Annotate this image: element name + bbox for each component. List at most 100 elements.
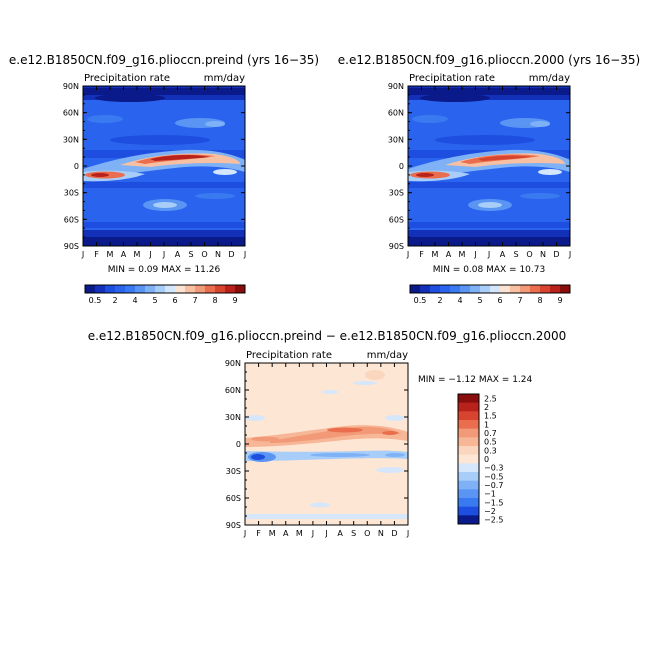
colorbar-label: 1 [484,420,489,429]
colorbar-label: −2.5 [484,516,503,525]
x-tick-label: M [432,250,439,259]
colorbar-label: 7 [517,296,522,305]
colorbar-swatch [458,506,479,516]
x-tick-label: J [162,250,165,259]
panel2-variable-label: Precipitation rate [409,73,495,84]
panel2-colorbar: 0.5 2 4 5 6 7 8 9 [409,284,571,305]
colorbar-swatch [115,285,126,293]
colorbar-label: −0.3 [484,464,503,473]
colorbar-swatch [510,285,521,293]
colorbar-swatch [440,285,451,293]
x-tick-label: J [148,250,151,259]
colorbar-swatch [420,285,431,293]
colorbar-label: −2 [484,507,496,516]
y-tick-label: 90N [388,82,404,91]
colorbar-swatch [165,285,176,293]
colorbar-label: 9 [557,296,562,305]
colorbar-label: 4 [457,296,462,305]
colorbar-label: 1.5 [484,412,497,421]
y-tick-label: 0 [399,162,404,171]
x-tick-label: S [513,250,518,259]
colorbar-label: 8 [212,296,217,305]
colorbar-frame [409,284,571,294]
colorbar-label: 0.3 [484,446,497,455]
x-tick-label: A [175,250,181,259]
y-tick-label: 60S [64,215,79,224]
colorbar-swatch [480,285,491,293]
colorbar-label: 6 [172,296,177,305]
x-tick-label: O [526,250,532,259]
y-tick-label: 30N [388,135,404,144]
colorbar-swatch [560,285,571,293]
x-tick-label: O [201,250,207,259]
panel2-heatmap [408,86,570,246]
colorbar-swatch [458,454,479,464]
colorbar-label: 2 [437,296,442,305]
x-tick-label: A [283,529,289,538]
y-tick-label: 0 [236,440,241,449]
y-tick-label: 30S [64,189,79,198]
x-tick-label: A [446,250,452,259]
x-tick-label: J [243,529,246,538]
colorbar-swatch [458,489,479,499]
panel3-min-max: MIN = −1.12 MAX = 1.24 [418,375,533,385]
panel3-units-label: mm/day [367,350,408,361]
colorbar-swatch [490,285,501,293]
colorbar-label: 7 [192,296,197,305]
colorbar-label: 9 [232,296,237,305]
y-tick-label: 60S [226,494,241,503]
colorbar-swatch [458,498,479,507]
x-tick-label: J [243,250,246,259]
colorbar-label: −1.5 [484,498,503,507]
colorbar-label: 5 [477,296,482,305]
panel2-title: e.e12.B1850CN.f09_g16.plioccn.2000 (yrs … [338,53,640,67]
colorbar-swatch [175,285,186,293]
colorbar-swatch [430,285,441,293]
panel1-colorbar: 0.5 2 4 5 6 7 8 9 [84,284,246,305]
y-tick-label: 30N [63,135,79,144]
y-tick-label: 60S [389,215,404,224]
y-tick-label: 0 [74,162,79,171]
y-tick-label: 90S [389,242,404,251]
colorbar-swatch [458,480,479,490]
colorbar-swatch [145,285,156,293]
colorbar-swatch [215,285,226,293]
panel-difference: e.e12.B1850CN.f09_g16.plioccn.preind − e… [88,329,567,538]
colorbar-label: 4 [132,296,137,305]
x-tick-label: S [188,250,193,259]
colorbar-label: −0.7 [484,481,503,490]
x-tick-label: M [296,529,303,538]
panel-preind: e.e12.B1850CN.f09_g16.plioccn.preind (yr… [9,53,319,305]
x-tick-label: M [107,250,114,259]
colorbar-swatch [410,285,421,293]
colorbar-swatch [458,411,479,421]
x-tick-label: M [134,250,141,259]
x-tick-label: A [337,529,343,538]
colorbar-label: 2 [112,296,117,305]
y-tick-label: 30S [226,467,241,476]
y-tick-label: 60N [225,386,241,395]
colorbar-label: 6 [497,296,502,305]
colorbar-swatch [520,285,531,293]
colorbar-label: 0.5 [484,438,497,447]
colorbar-swatch [185,285,196,293]
colorbar-swatch [205,285,216,293]
panel1-variable-label: Precipitation rate [84,73,170,84]
x-tick-label: F [256,529,261,538]
x-tick-label: J [473,250,476,259]
x-tick-label: O [364,529,370,538]
panel3-heatmap [245,363,408,525]
colorbar-label: 8 [537,296,542,305]
y-tick-label: 30N [225,413,241,422]
x-tick-label: M [459,250,466,259]
panel2-min-max: MIN = 0.08 MAX = 10.73 [433,265,545,275]
colorbar-label: 2.5 [484,394,497,403]
x-tick-label: D [228,250,234,259]
colorbar-swatch [458,420,479,429]
y-tick-label: 60N [388,109,404,118]
colorbar-label: 2 [484,403,489,412]
colorbar-swatch [235,285,246,293]
colorbar-swatch [458,446,479,455]
